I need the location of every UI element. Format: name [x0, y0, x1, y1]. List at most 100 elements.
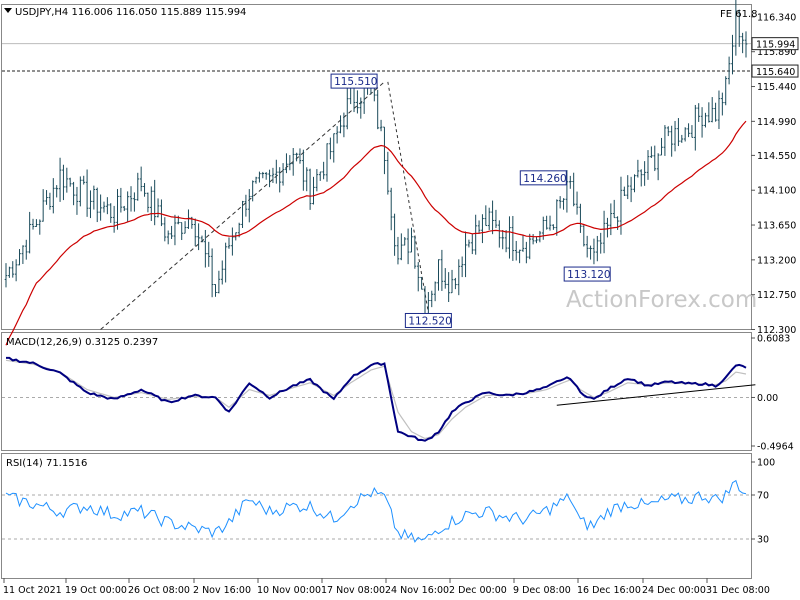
rsi-axis: 100 70 30 [751, 458, 775, 546]
candle [481, 214, 484, 244]
candle [207, 241, 211, 267]
candle [464, 231, 467, 278]
candle [163, 217, 167, 242]
candle [345, 85, 349, 130]
candle [254, 176, 258, 184]
candle [305, 167, 309, 192]
candle [251, 180, 254, 202]
candle [315, 169, 319, 192]
candle [244, 194, 248, 217]
candle [737, 9, 741, 47]
candle [744, 31, 748, 58]
candle [48, 192, 52, 210]
candle [227, 237, 231, 249]
time-tick-label: 26 Oct 08:00 [128, 585, 190, 596]
candle [214, 283, 217, 297]
candle [180, 222, 184, 241]
candle [477, 220, 481, 234]
candle [102, 201, 106, 213]
candle [734, 0, 738, 56]
candle [21, 245, 25, 264]
watermark: ActionForex.com [566, 287, 757, 313]
candle [335, 126, 339, 144]
candle [717, 90, 721, 130]
candle [396, 236, 400, 265]
candle [677, 118, 680, 147]
candle [99, 194, 102, 221]
last-price-label: 115.994 [756, 40, 795, 51]
candle [106, 197, 109, 215]
price-label-114260: 114.260 [519, 170, 567, 186]
level-price-box [751, 64, 799, 78]
time-tick-label: 16 Dec 16:00 [577, 585, 641, 596]
candle [92, 185, 96, 210]
candle [589, 245, 592, 260]
candle [79, 176, 82, 207]
candle [518, 249, 521, 264]
price-tick-label: 115.890 [757, 47, 796, 58]
candle [8, 266, 11, 278]
candle [596, 235, 599, 262]
candle [329, 137, 332, 160]
candle [501, 229, 505, 250]
candle [457, 259, 461, 296]
candle [217, 270, 221, 294]
candle [325, 143, 329, 182]
candle [606, 217, 609, 238]
candle [697, 103, 700, 122]
time-tick-label: 31 Dec 08:00 [706, 585, 770, 596]
candle [149, 186, 153, 222]
candle [52, 178, 55, 214]
price-label-115510: 115.510 [330, 73, 378, 89]
candle [420, 276, 423, 290]
candle [680, 134, 684, 143]
candle [531, 234, 535, 245]
candle [183, 221, 187, 234]
candle [687, 123, 690, 138]
candle [288, 155, 292, 171]
time-axis: 11 Oct 2021 19 Oct 00:00 26 Oct 08:00 2 Nov… [3, 578, 770, 596]
candle [474, 214, 477, 255]
candle [643, 161, 646, 186]
candle [302, 149, 305, 191]
candle [683, 127, 687, 142]
candle [389, 187, 393, 231]
candle [278, 167, 281, 193]
candle [386, 151, 390, 195]
price-tick-label: 116.340 [757, 12, 796, 23]
candle [58, 157, 62, 202]
time-tick-label: 2 Nov 16:00 [193, 585, 251, 596]
candle [11, 261, 15, 278]
rsi-title: RSI(14) 71.1516 [6, 458, 87, 469]
price-tick-label: 112.300 [757, 325, 796, 336]
candle [264, 172, 268, 180]
price-tick-label: 112.750 [757, 290, 796, 301]
rsi-series [2, 479, 751, 543]
candle [629, 176, 633, 203]
last-price-box [751, 37, 799, 51]
candle [136, 172, 140, 201]
candle [433, 281, 437, 302]
candle [295, 152, 298, 162]
level-price-label: 115.640 [756, 67, 795, 78]
symbol-header: USDJPY,H4 116.006 116.050 115.889 115.99… [15, 7, 246, 18]
price-tick-label: 114.100 [757, 186, 796, 197]
candle [85, 169, 89, 217]
candle [112, 205, 116, 233]
macd-line [6, 356, 747, 442]
price-label-box [519, 170, 567, 186]
candle [437, 259, 440, 291]
candle [568, 175, 572, 189]
candle [318, 171, 322, 181]
candle [700, 107, 704, 138]
candle [410, 227, 413, 253]
candle [690, 125, 694, 138]
candle [379, 119, 383, 132]
time-tick-label: 24 Nov 16:00 [385, 585, 449, 596]
candle [129, 186, 133, 212]
price-tick-label: 115.440 [757, 82, 796, 93]
macd-series [2, 356, 756, 442]
candle [173, 214, 177, 246]
candle [109, 203, 113, 223]
